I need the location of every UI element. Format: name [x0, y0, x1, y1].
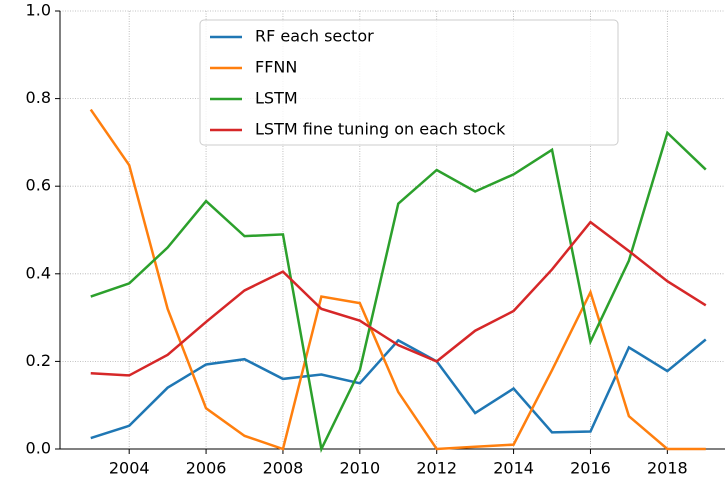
y-tick-label: 0.4 [26, 263, 51, 282]
x-tick-label: 2018 [647, 459, 688, 478]
x-tick-label: 2014 [493, 459, 534, 478]
legend-label: RF each sector [255, 27, 374, 46]
x-tick-label: 2016 [570, 459, 611, 478]
legend-box [199, 19, 619, 146]
y-tick-label: 0.8 [26, 88, 51, 107]
legend-label: LSTM [255, 89, 298, 108]
series-line [90, 220, 707, 377]
x-tick-label: 2010 [339, 459, 380, 478]
x-tick-label: 2012 [416, 459, 457, 478]
x-tick-label: 2006 [186, 459, 227, 478]
x-tick-label: 2004 [109, 459, 150, 478]
y-tick-label: 0.2 [26, 351, 51, 370]
legend-label: LSTM fine tuning on each stock [255, 120, 506, 139]
y-tick-label: 0.0 [26, 439, 51, 458]
series-line [90, 130, 707, 453]
series-line [89, 108, 706, 451]
y-tick-label: 0.6 [26, 176, 51, 195]
legend-label: FFNN [255, 58, 297, 77]
y-tick-label: 1.0 [26, 1, 51, 20]
series-line [90, 338, 707, 440]
x-tick-label: 2008 [263, 459, 304, 478]
